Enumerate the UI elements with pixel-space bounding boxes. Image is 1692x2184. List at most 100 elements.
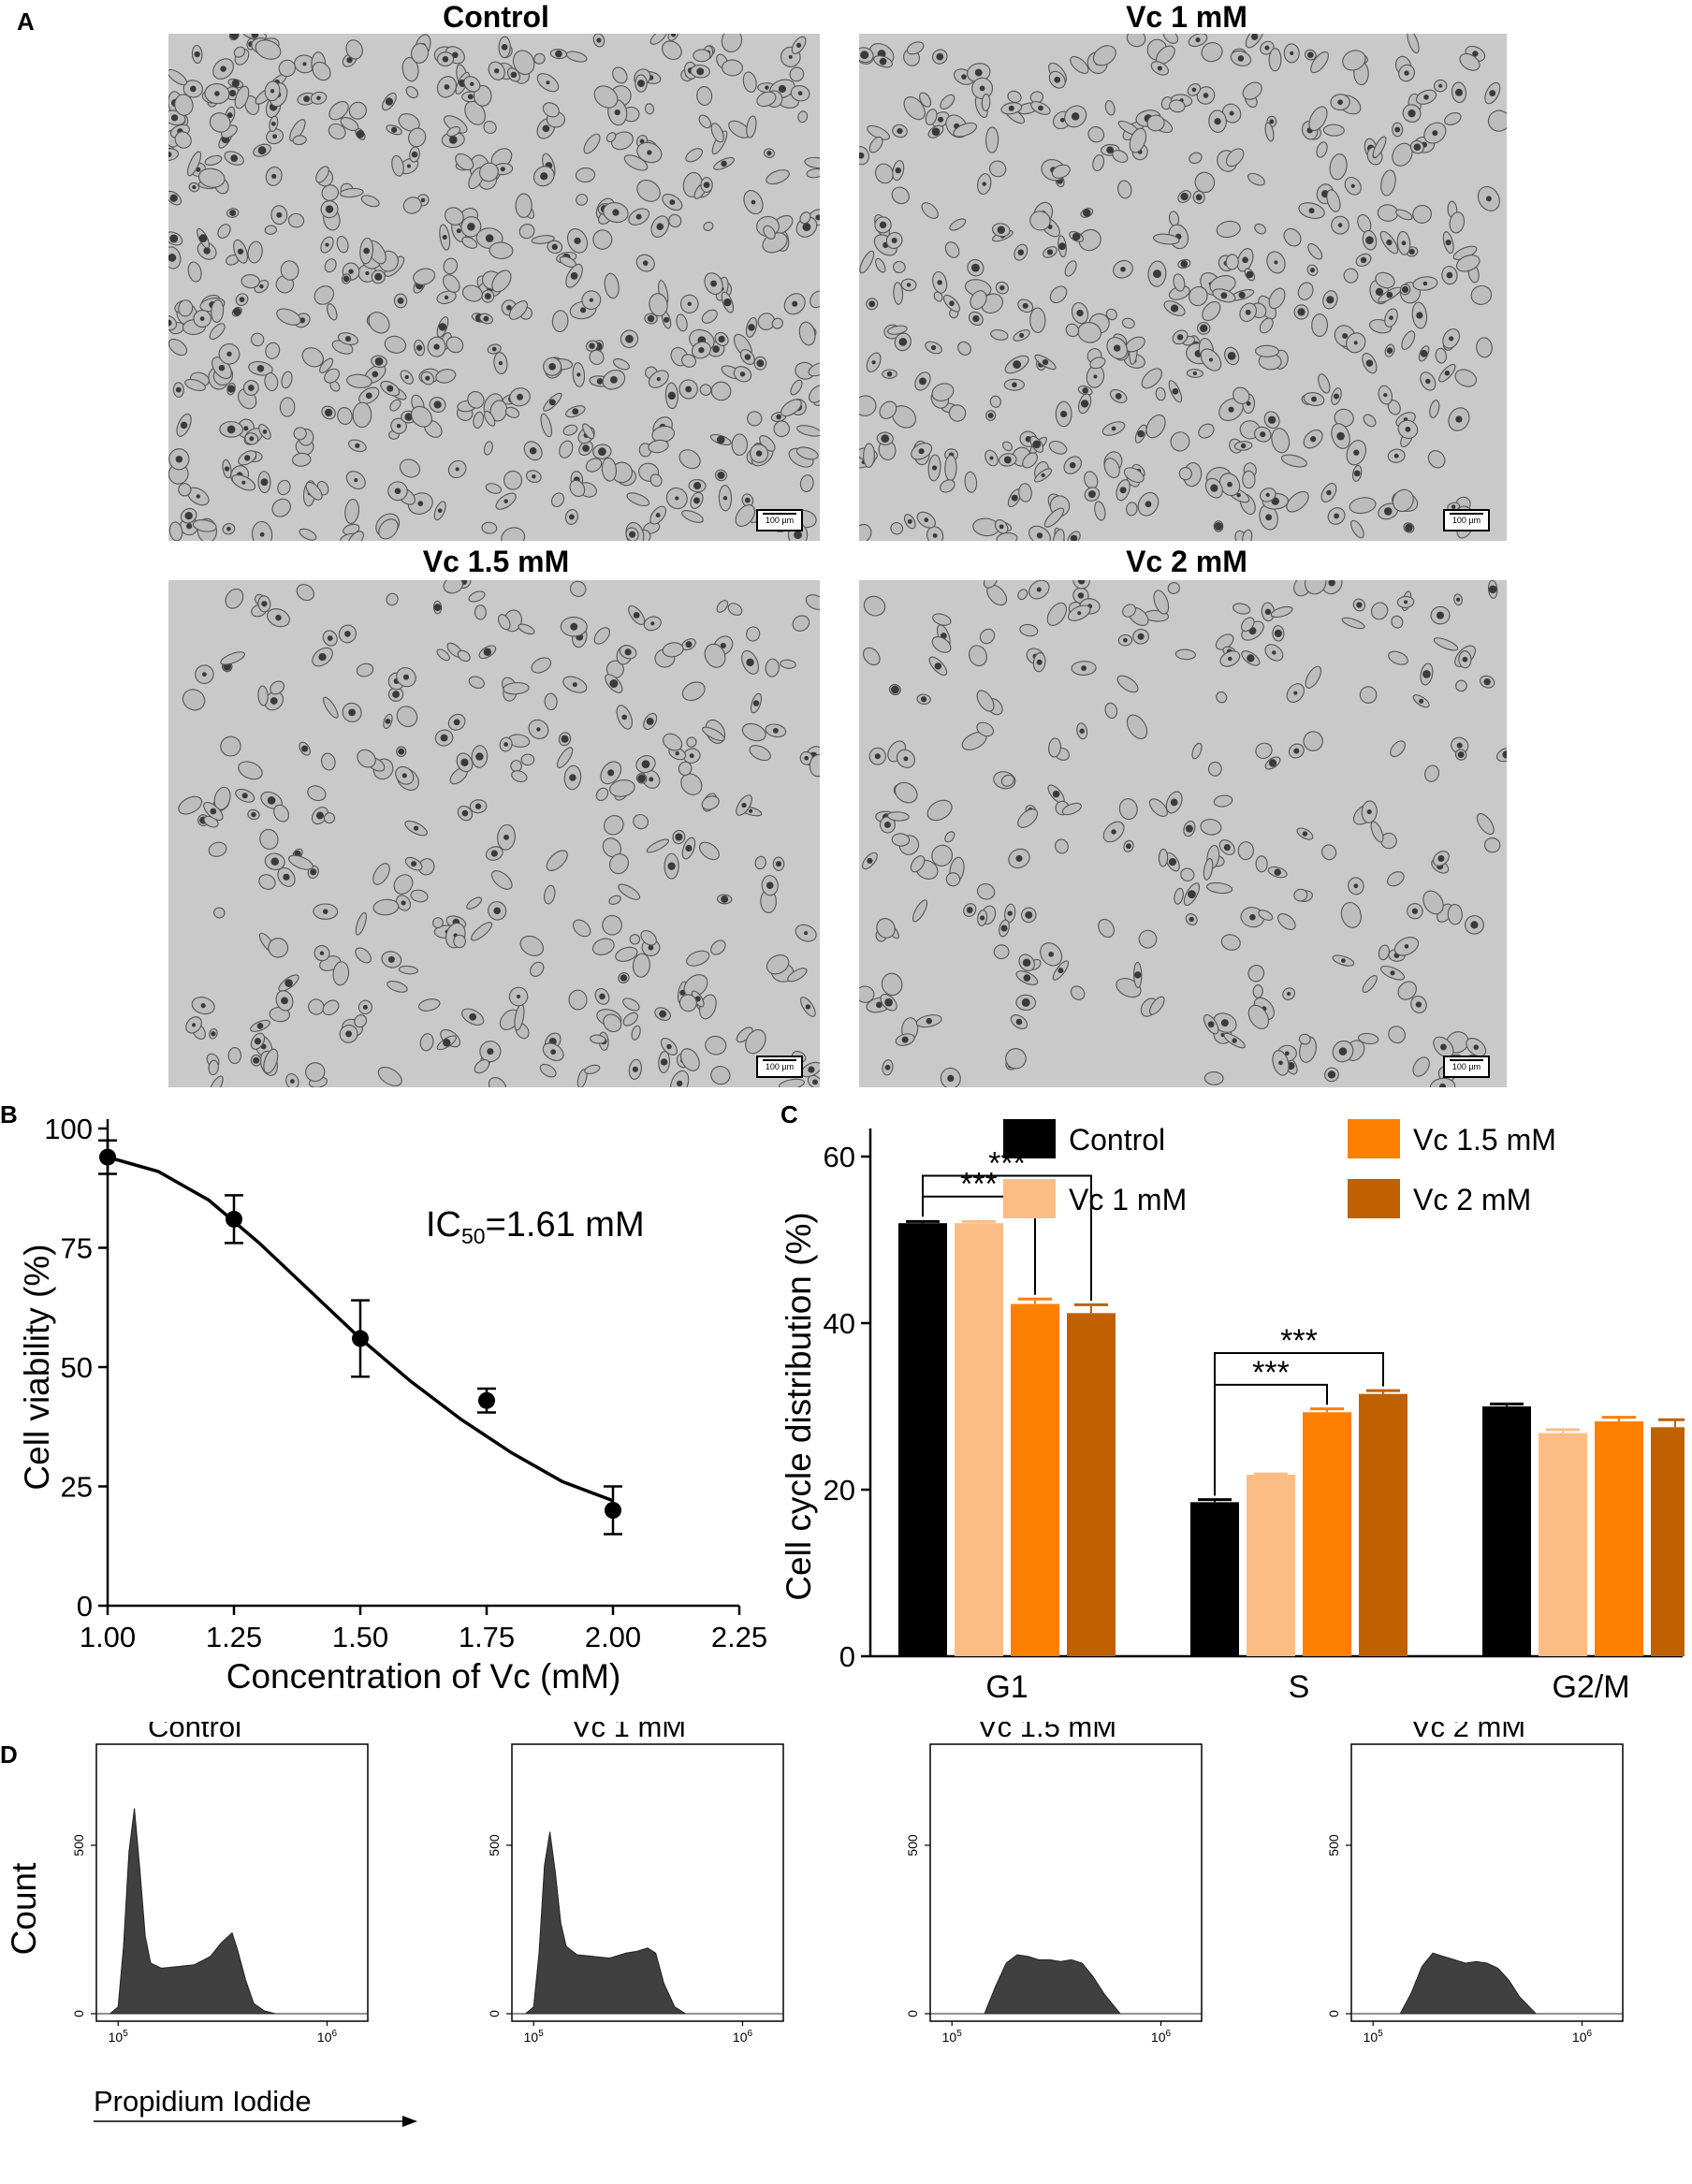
data-point [226,1210,242,1228]
ic50-subscript: 50 [461,1224,486,1248]
x-axis-label: Propidium Iodide [94,2085,312,2118]
cell-mark [307,785,327,802]
cell-nucleus-mark [1437,854,1445,863]
cell-mark [591,938,615,955]
cell-mark [681,354,696,368]
cell-nucleus-mark [1423,95,1429,100]
cell-mark [1378,944,1390,961]
cell-nucleus-mark [1246,270,1254,279]
cell-nucleus-mark [247,385,255,391]
cell-nucleus-mark [1246,400,1251,406]
cell-nucleus-mark [919,377,926,386]
cell-nucleus-mark [1227,481,1233,488]
cell-nucleus-mark [444,295,449,299]
cell-nucleus-mark [231,79,240,88]
cell-mark [1392,488,1414,513]
y-tick-label: 0 [77,1590,93,1623]
cell-mark [220,651,245,665]
cell-mark [1002,441,1013,452]
cell-mark [678,449,701,470]
x-tick-label: 1.75 [459,1621,515,1653]
cell-nucleus-mark [253,1056,260,1064]
cell-nucleus-mark [345,1030,353,1038]
cell-mark [891,833,911,847]
cell-mark [727,603,743,617]
cell-mark [436,648,450,662]
y-tick-label: 0 [905,2010,920,2017]
bar [1190,1502,1239,1656]
cell-nucleus-mark [1038,105,1043,111]
cell-nucleus-mark [1338,1047,1348,1056]
cell-field-vc1 [859,34,1507,541]
cell-nucleus-mark [396,423,401,429]
cell-nucleus-mark [576,372,581,377]
cell-nucleus-mark [169,234,179,243]
cell-nucleus-mark [284,979,293,987]
cell-mark [168,338,188,357]
cell-mark [685,148,704,163]
data-point [605,1502,621,1519]
cell-nucleus-mark [270,89,275,94]
micrograph-vc2: 100 µm [859,580,1507,1087]
cell-nucleus-mark [348,708,357,717]
cell-nucleus-mark [1293,748,1300,754]
x-tick-label: 105 [109,2029,129,2045]
cell-nucleus-mark [1405,426,1411,432]
cell-nucleus-mark [1240,443,1247,449]
cell-mark [323,812,336,824]
cell-mark [1089,357,1106,370]
x-tick-base: 10 [317,2030,332,2045]
cell-mark [879,400,897,419]
cell-mark [1194,171,1216,194]
cell-mark [1387,871,1405,887]
cell-nucleus-mark [1058,968,1064,974]
cell-nucleus-mark [1408,109,1416,118]
cell-mark [413,268,436,285]
cell-nucleus-mark [589,298,594,302]
cell-mark [1000,774,1015,787]
cell-mark [1371,602,1389,620]
cell-mark [1070,55,1089,74]
cell-mark [289,119,306,142]
cell-nucleus-mark [318,652,327,662]
cell-nucleus-mark [642,260,649,266]
cell-mark [1145,414,1166,439]
y-axis-label: Count [5,1862,43,1955]
cell-mark [411,405,432,428]
cell-nucleus-mark [316,95,321,101]
cell-mark [408,127,427,148]
cell-mark [1092,153,1105,172]
cell-nucleus-mark [1353,470,1361,477]
cell-mark [377,1066,402,1086]
x-axis-label: Concentration of Vc (mM) [226,1657,621,1696]
cell-mark [339,187,364,198]
cell-nucleus-mark [1473,1044,1480,1050]
cell-mark [810,290,820,309]
micrograph-control: 100 µm [168,34,820,541]
cell-nucleus-mark [580,307,587,313]
cell-nucleus-mark [416,344,423,351]
cell-nucleus-mark [808,1066,815,1073]
cell-mark [1126,502,1138,517]
cell-mark [1392,142,1413,167]
cell-mark [518,224,535,240]
cell-nucleus-mark [931,127,941,137]
cell-mark [1372,136,1387,158]
cell-mark [1022,452,1038,469]
cell-nucleus-mark [1076,309,1084,317]
cell-mark [319,357,334,373]
cell-mark [705,1035,727,1056]
cell-mark [1391,615,1404,629]
cell-mark [347,531,364,541]
x-tick-label: 105 [524,2029,545,2045]
cell-nucleus-mark [289,1079,295,1085]
cell-nucleus-mark [949,300,955,307]
cell-nucleus-mark [186,523,193,530]
cell-nucleus-mark [214,91,220,96]
cell-mark [1207,761,1222,777]
cell-nucleus-mark [689,753,694,759]
cell-mark [539,1063,557,1078]
histogram-area [512,1831,783,2015]
cell-mark [792,615,810,632]
cell-mark [646,838,669,853]
